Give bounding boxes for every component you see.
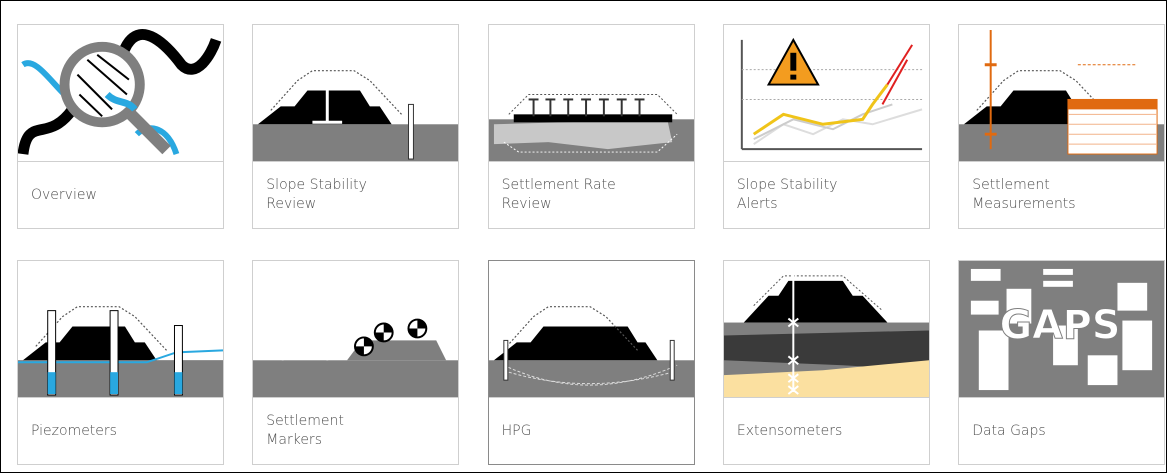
icon-shape (790, 52, 797, 71)
icon-shape (1087, 355, 1118, 386)
icon-shape (753, 103, 893, 141)
icon-shape (258, 90, 392, 125)
icon-shape (1122, 320, 1153, 371)
tile-icon (488, 93, 694, 162)
icon-shape (355, 337, 374, 356)
icon-shape (253, 124, 459, 161)
icon-shape (1117, 282, 1148, 311)
icon-shape (408, 319, 427, 338)
icon-shape (723, 330, 929, 371)
icon-shape (1043, 280, 1074, 287)
tile-label: Slope Stability Alerts (736, 177, 838, 212)
icon-shape (1068, 99, 1158, 110)
dashboard-tile[interactable]: Settlement Markers (252, 260, 460, 465)
tile-label: Extensometers (736, 422, 843, 439)
tile-icon (488, 306, 694, 398)
icon-shape (971, 300, 999, 315)
icon-shape (22, 326, 157, 361)
tile-icon (723, 25, 929, 162)
icon-shape (971, 268, 1001, 281)
icon-shape (881, 59, 908, 105)
icon-shape (1006, 288, 1032, 324)
icon-shape (513, 114, 672, 123)
tile-icon (253, 70, 459, 162)
tile-label: Slope Stability Review (266, 177, 367, 212)
icon-shape (488, 360, 694, 397)
dashboard-tile[interactable]: Overview (17, 24, 224, 229)
icon-shape (493, 326, 657, 361)
tile-icon (723, 261, 929, 398)
icon-shape (787, 373, 799, 383)
tile-icon: GAPS (959, 261, 1165, 398)
icon-text: GAPS (1000, 302, 1121, 348)
icon-shape (502, 339, 508, 381)
tile-icon (253, 318, 459, 398)
tile-label: Overview (31, 186, 97, 203)
dashboard-tile[interactable]: GAPS Data Gaps (958, 260, 1166, 465)
icon-shape (124, 108, 171, 155)
tile-label: Data Gaps (972, 422, 1046, 439)
tile-icon (18, 25, 223, 162)
dashboard-tile[interactable]: Settlement Measurements (958, 24, 1166, 229)
icon-shape (886, 44, 913, 86)
icon-shape (503, 133, 678, 153)
dashboard-tile[interactable]: Slope Stability Review (252, 24, 460, 229)
icon-shape (408, 103, 415, 160)
icon-shape (47, 310, 57, 396)
tile-label: Piezometers (31, 422, 117, 439)
dashboard-tile[interactable]: Piezometers (17, 260, 224, 465)
icon-shape (174, 372, 183, 395)
tile-label: Settlement Rate Review (501, 177, 616, 212)
icon-shape (984, 63, 997, 136)
tile-icon (959, 29, 1165, 162)
dashboard-tile[interactable]: Slope Stability Alerts (722, 24, 930, 229)
icon-shape (669, 339, 675, 381)
icon-shape (1043, 268, 1074, 275)
icon-shape (18, 349, 223, 364)
icon-shape (964, 90, 1098, 125)
tile-label: Settlement Measurements (972, 177, 1076, 212)
dashboard-tile[interactable]: Extensometers (722, 260, 930, 465)
icon-shape (723, 360, 929, 397)
icon-shape (47, 372, 56, 395)
icon-shape (787, 317, 799, 328)
icon-shape (76, 53, 130, 118)
icon-shape (110, 372, 119, 395)
tile-icon (18, 306, 223, 398)
icon-shape (270, 70, 403, 115)
icon-shape (503, 364, 677, 386)
icon-shape (109, 310, 119, 396)
icon-shape (1053, 325, 1079, 366)
dashboard-tile[interactable]: HPG (487, 260, 695, 465)
icon-shape (493, 119, 672, 150)
icon-shape (723, 25, 929, 161)
icon-shape (787, 385, 799, 395)
icon-shape (790, 74, 797, 80)
icon-shape (505, 306, 638, 351)
icon-shape (787, 355, 799, 366)
icon-shape (753, 275, 883, 312)
icon-shape (752, 83, 889, 136)
icon-shape (743, 280, 888, 323)
icon-shape (508, 93, 678, 115)
icon-shape (173, 325, 183, 396)
icon-shape (35, 306, 167, 351)
tile-label: HPG (501, 422, 532, 439)
icon-shape (104, 91, 138, 112)
icon-shape (978, 330, 1009, 391)
icon-shape (375, 323, 393, 342)
icon-shape (253, 360, 459, 397)
dashboard-tile[interactable]: Settlement Rate Review (487, 24, 695, 229)
tile-label: Settlement Markers (266, 413, 344, 448)
icon-shape (976, 70, 1109, 115)
